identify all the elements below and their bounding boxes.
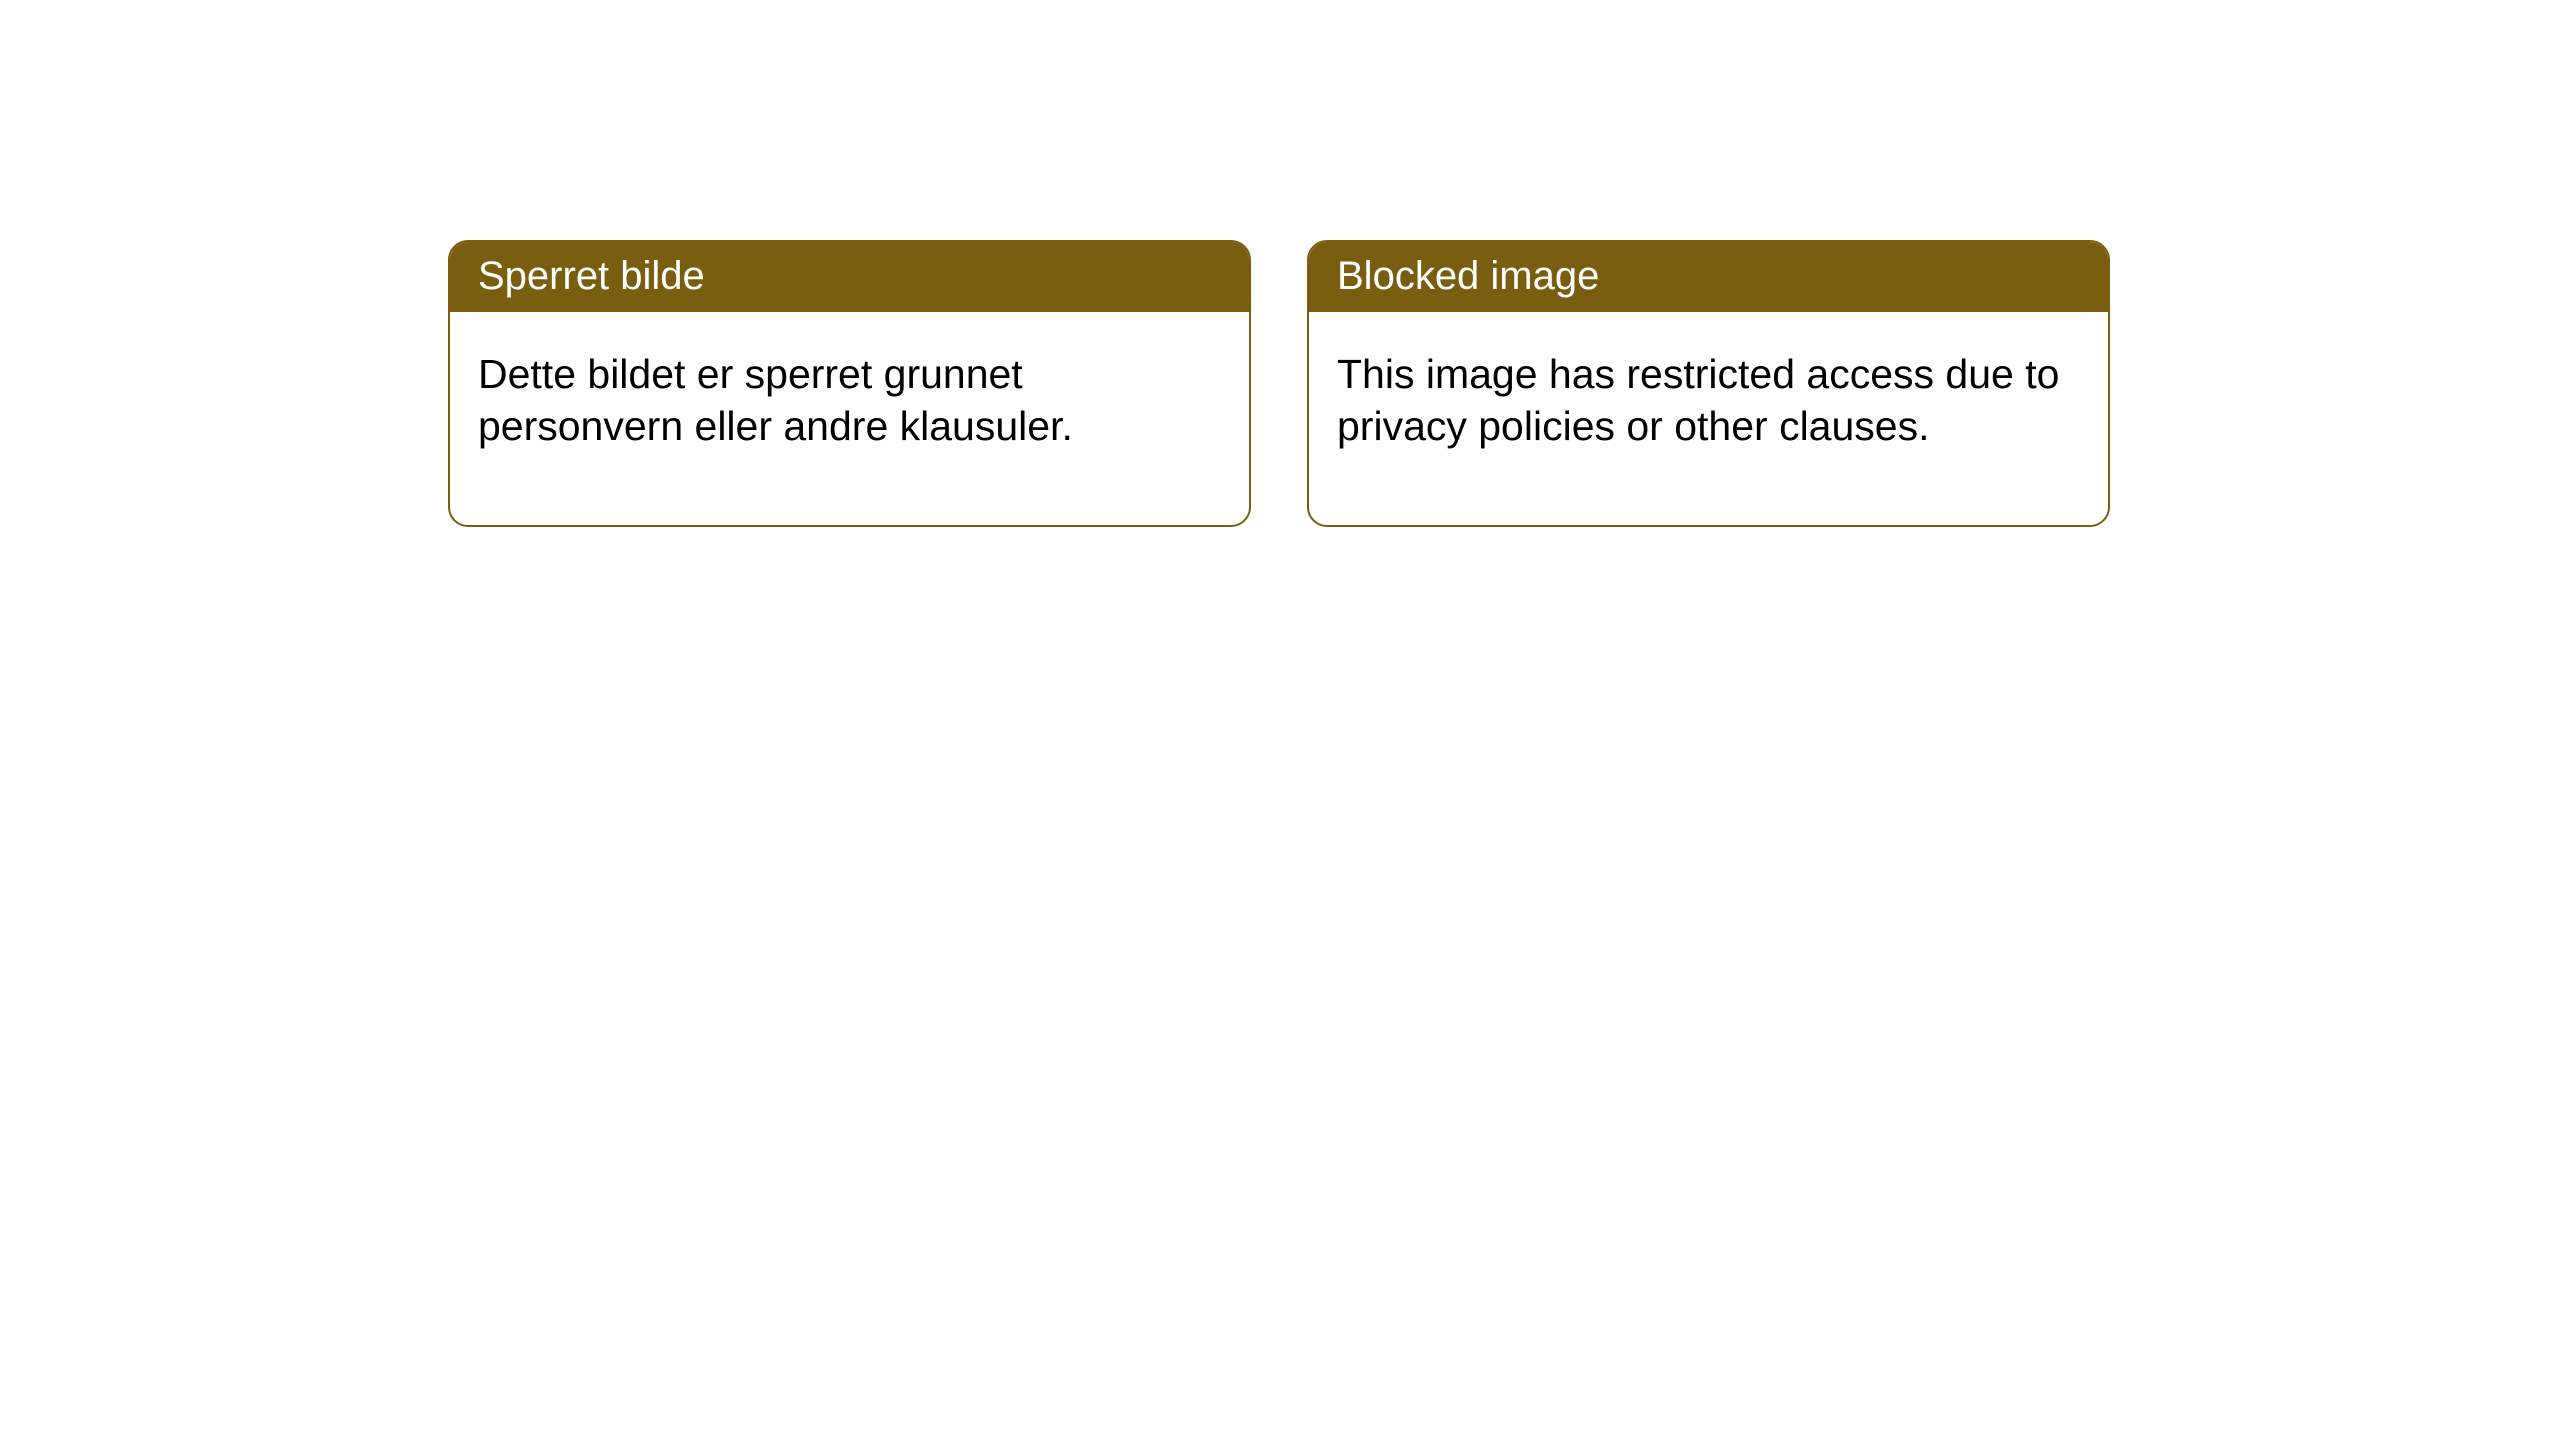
notice-card-norwegian: Sperret bilde Dette bildet er sperret gr…: [448, 240, 1251, 527]
card-title: Blocked image: [1309, 242, 2108, 312]
card-body-text: Dette bildet er sperret grunnet personve…: [450, 312, 1249, 525]
notice-cards-row: Sperret bilde Dette bildet er sperret gr…: [448, 240, 2560, 527]
card-title: Sperret bilde: [450, 242, 1249, 312]
notice-card-english: Blocked image This image has restricted …: [1307, 240, 2110, 527]
card-body-text: This image has restricted access due to …: [1309, 312, 2108, 525]
